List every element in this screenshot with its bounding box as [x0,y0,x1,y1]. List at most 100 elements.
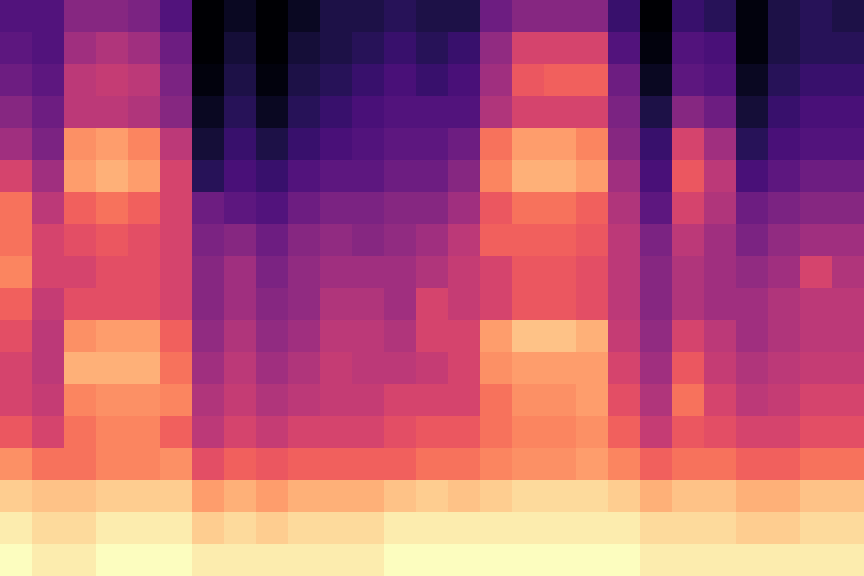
heatmap-cell [480,96,513,129]
heatmap-cell [576,384,609,417]
heatmap-cell [160,384,193,417]
heatmap-cell [640,352,673,385]
heatmap-cell [64,224,97,257]
heatmap-cell [416,320,449,353]
heatmap-cell [512,352,545,385]
heatmap-cell [320,480,353,513]
heatmap-cell [704,128,737,161]
heatmap-cell [32,160,65,193]
heatmap-cell [672,480,705,513]
heatmap-cell [288,512,321,545]
heatmap-cell [352,96,385,129]
heatmap-cell [224,256,257,289]
heatmap-cell [448,288,481,321]
heatmap-cell [736,192,769,225]
heatmap-cell [704,480,737,513]
heatmap-cell [768,416,801,449]
heatmap-cell [480,0,513,33]
heatmap-cell [64,384,97,417]
heatmap-cell [736,544,769,576]
heatmap-cell [736,256,769,289]
heatmap-cell [832,128,864,161]
heatmap-cell [32,192,65,225]
heatmap-cell [0,32,33,65]
heatmap-cell [64,512,97,545]
heatmap-cell [672,512,705,545]
heatmap-cell [512,544,545,576]
heatmap-cell [416,224,449,257]
heatmap-cell [416,256,449,289]
heatmap-cell [480,352,513,385]
heatmap-cell [480,32,513,65]
heatmap-cell [384,96,417,129]
heatmap-cell [288,448,321,481]
heatmap-cell [64,352,97,385]
heatmap-cell [64,320,97,353]
heatmap-cell [224,448,257,481]
heatmap-cell [160,0,193,33]
heatmap-cell [512,64,545,97]
heatmap-cell [800,384,833,417]
heatmap-cell [0,416,33,449]
heatmap-cell [160,128,193,161]
heatmap-cell [416,0,449,33]
heatmap-cell [736,32,769,65]
heatmap-cell [736,352,769,385]
heatmap-cell [224,416,257,449]
heatmap-cell [608,64,641,97]
heatmap-cell [352,224,385,257]
heatmap-cell [256,192,289,225]
heatmap-cell [64,0,97,33]
heatmap-cell [384,64,417,97]
heatmap-cell [704,448,737,481]
heatmap-cell [576,288,609,321]
heatmap-cell [320,64,353,97]
heatmap-cell [512,288,545,321]
heatmap-cell [0,128,33,161]
heatmap-cell [288,288,321,321]
heatmap-cell [32,384,65,417]
heatmap-cell [192,448,225,481]
heatmap-cell [544,0,577,33]
heatmap-cell [768,256,801,289]
heatmap-cell [640,320,673,353]
heatmap-cell [96,416,129,449]
heatmap-cell [96,160,129,193]
heatmap-cell [640,256,673,289]
heatmap-cell [704,32,737,65]
heatmap-cell [512,32,545,65]
heatmap-cell [608,0,641,33]
heatmap-cell [832,320,864,353]
heatmap-cell [384,224,417,257]
heatmap-cell [768,512,801,545]
heatmap-cell [480,512,513,545]
heatmap-cell [800,64,833,97]
heatmap-cell [576,0,609,33]
heatmap-cell [608,160,641,193]
heatmap-cell [256,352,289,385]
heatmap-cell [480,224,513,257]
heatmap-cell [160,192,193,225]
heatmap-cell [320,352,353,385]
heatmap-cell [352,192,385,225]
heatmap-cell [320,448,353,481]
heatmap-cell [704,96,737,129]
heatmap-cell [672,320,705,353]
heatmap-cell [704,320,737,353]
heatmap-cell [672,224,705,257]
heatmap-cell [160,448,193,481]
heatmap-cell [224,512,257,545]
heatmap-cell [480,320,513,353]
heatmap-cell [704,0,737,33]
heatmap-cell [640,192,673,225]
heatmap-cell [800,416,833,449]
heatmap-cell [256,288,289,321]
heatmap-cell [192,128,225,161]
heatmap-cell [736,160,769,193]
heatmap-cell [800,288,833,321]
heatmap-cell [768,352,801,385]
heatmap-cell [576,512,609,545]
heatmap-cell [736,224,769,257]
heatmap-cell [832,544,864,576]
heatmap-cell [416,288,449,321]
